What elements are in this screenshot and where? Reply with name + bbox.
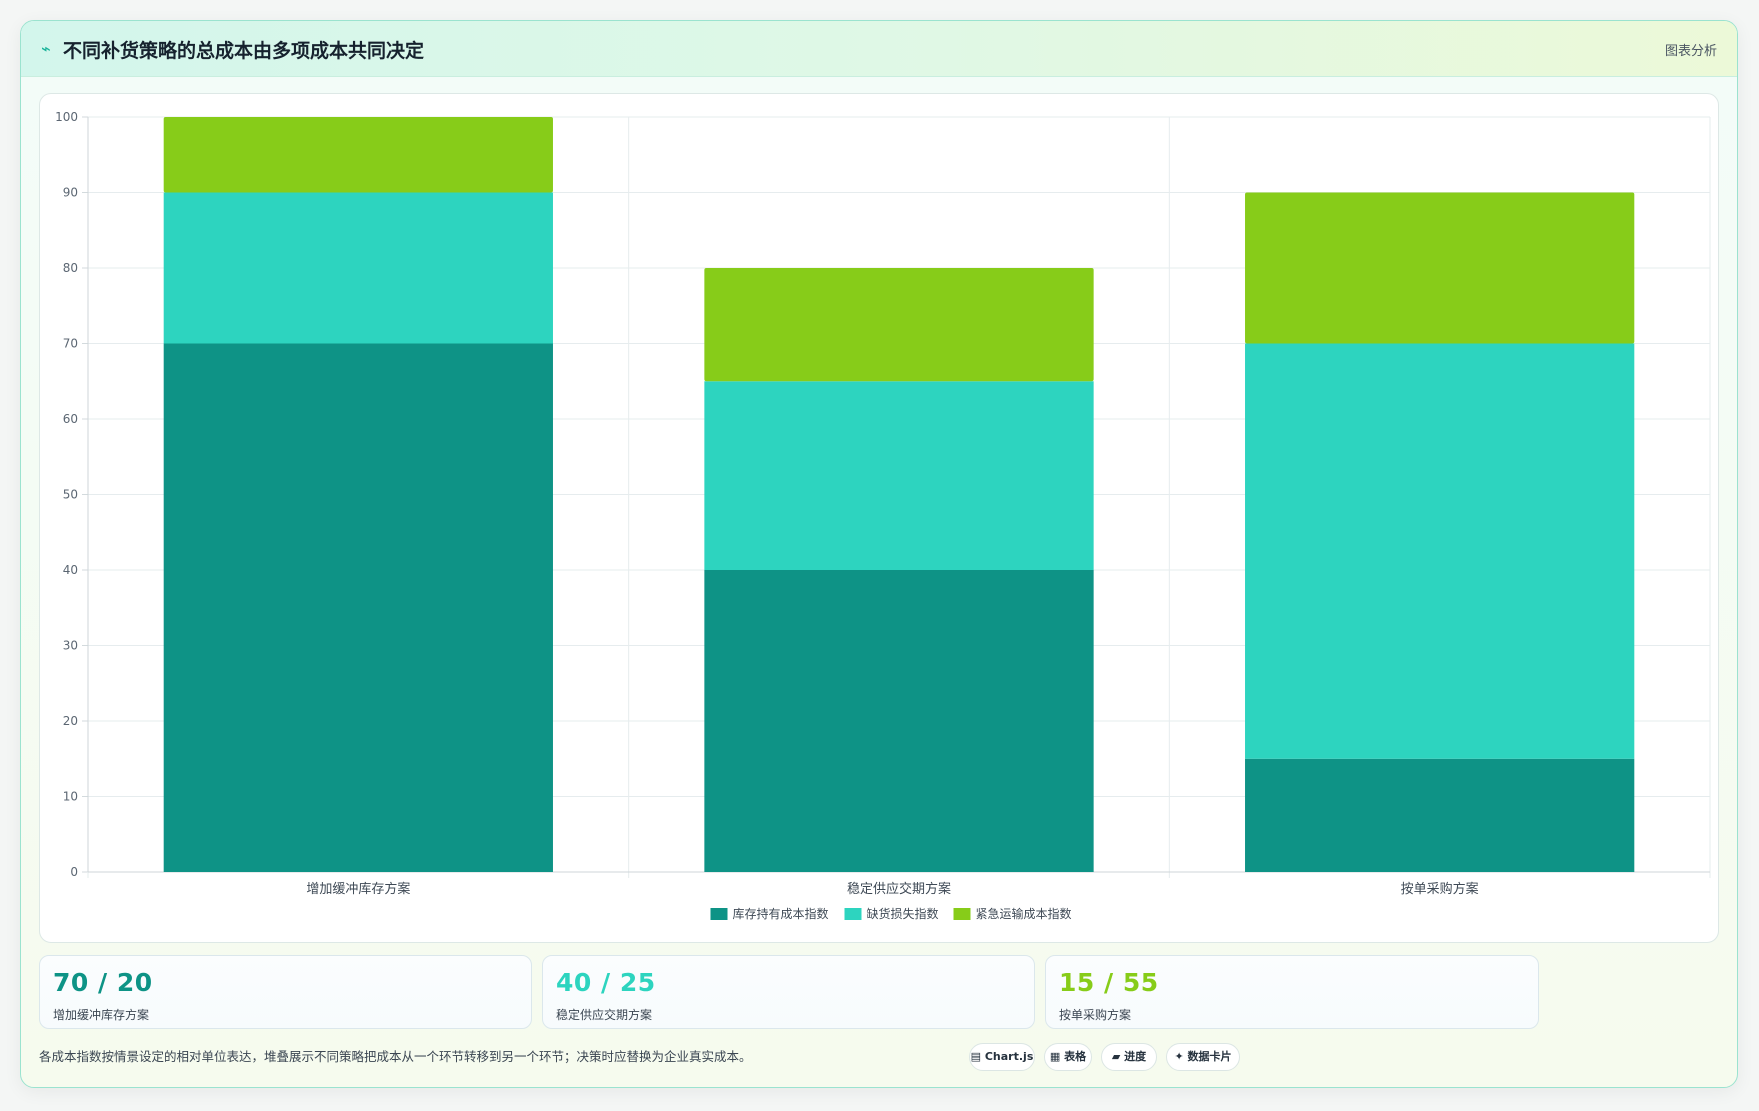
y-tick-label: 90 [63, 186, 78, 200]
y-tick-label: 60 [63, 412, 78, 426]
x-tick-label: 稳定供应交期方案 [847, 881, 951, 897]
bar-segment [1245, 193, 1634, 344]
card-header: ⌁ 不同补货策略的总成本由多项成本共同决定 图表分析 [21, 21, 1737, 77]
chip-progress[interactable]: ▰ 进度 [1101, 1043, 1157, 1071]
progress-icon: ▰ [1112, 1050, 1120, 1063]
chip-label: Chart.js [985, 1050, 1034, 1063]
chart-panel: 0 10 20 30 40 50 60 70 80 90 100 增加缓冲库存方案 稳定供应交期方案 按单… [39, 93, 1719, 943]
y-tick-label: 10 [63, 790, 78, 804]
y-tick-label: 0 [70, 865, 78, 879]
y-tick-label: 50 [63, 488, 78, 502]
stat-value: 70 / 20 [53, 968, 153, 997]
bar-segment [164, 344, 553, 873]
chip-data-card[interactable]: ✦ 数据卡片 [1166, 1043, 1240, 1071]
bar-segment [1245, 759, 1634, 872]
chip-label: 表格 [1064, 1050, 1086, 1063]
y-tick-label: 70 [63, 337, 78, 351]
chip-chartjs[interactable]: ▤ Chart.js [969, 1043, 1035, 1071]
bar-segment [704, 570, 1093, 872]
legend-swatch [845, 908, 862, 920]
chart-icon: ▤ [971, 1050, 981, 1063]
footnote: 各成本指数按情景设定的相对单位表达，堆叠展示不同策略把成本从一个环节转移到另一个… [39, 1046, 752, 1065]
table-icon: ▦ [1050, 1050, 1060, 1063]
bar-segment [704, 268, 1093, 381]
y-tick-label: 30 [63, 639, 78, 653]
stat-value: 40 / 25 [556, 968, 656, 997]
legend-label: 缺货损失指数 [867, 906, 939, 921]
chip-table[interactable]: ▦ 表格 [1044, 1043, 1092, 1071]
chart-title: 不同补货策略的总成本由多项成本共同决定 [63, 36, 424, 63]
line-chart-icon: ⌁ [41, 39, 51, 58]
chart-analysis-label: 图表分析 [1665, 40, 1717, 59]
stat-label: 增加缓冲库存方案 [53, 1006, 149, 1023]
stats-row: 70 / 20 增加缓冲库存方案 40 / 25 稳定供应交期方案 15 / 5… [39, 955, 1719, 1029]
y-tick-label: 20 [63, 714, 78, 728]
bar-segment [1245, 344, 1634, 759]
y-tick-label: 80 [63, 261, 78, 275]
x-tick-label: 按单采购方案 [1401, 881, 1479, 897]
stacked-bar-chart: 0 10 20 30 40 50 60 70 80 90 100 增加缓冲库存方案 稳定供应交期方案 按单… [40, 94, 1720, 944]
chart-card: ⌁ 不同补货策略的总成本由多项成本共同决定 图表分析 0 10 20 30 40 50 60… [20, 20, 1738, 1088]
stat-label: 稳定供应交期方案 [556, 1006, 652, 1023]
legend-label: 紧急运输成本指数 [976, 906, 1072, 921]
legend-label: 库存持有成本指数 [733, 906, 829, 921]
y-tick-label: 100 [55, 110, 78, 124]
stat-card-buffer: 70 / 20 增加缓冲库存方案 [39, 955, 532, 1029]
stat-value: 15 / 55 [1059, 968, 1159, 997]
chip-label: 数据卡片 [1188, 1050, 1232, 1063]
legend-swatch [954, 908, 971, 920]
x-tick-label: 增加缓冲库存方案 [306, 881, 410, 897]
bar-segment [164, 117, 553, 193]
stat-card-stable: 40 / 25 稳定供应交期方案 [542, 955, 1035, 1029]
stat-card-order: 15 / 55 按单采购方案 [1045, 955, 1539, 1029]
legend-swatch [711, 908, 728, 920]
chip-label: 进度 [1124, 1050, 1146, 1063]
stat-label: 按单采购方案 [1059, 1006, 1131, 1023]
sparkle-icon: ✦ [1174, 1050, 1183, 1063]
bar-segment [164, 193, 553, 344]
y-tick-label: 40 [63, 563, 78, 577]
bar-segment [704, 381, 1093, 570]
